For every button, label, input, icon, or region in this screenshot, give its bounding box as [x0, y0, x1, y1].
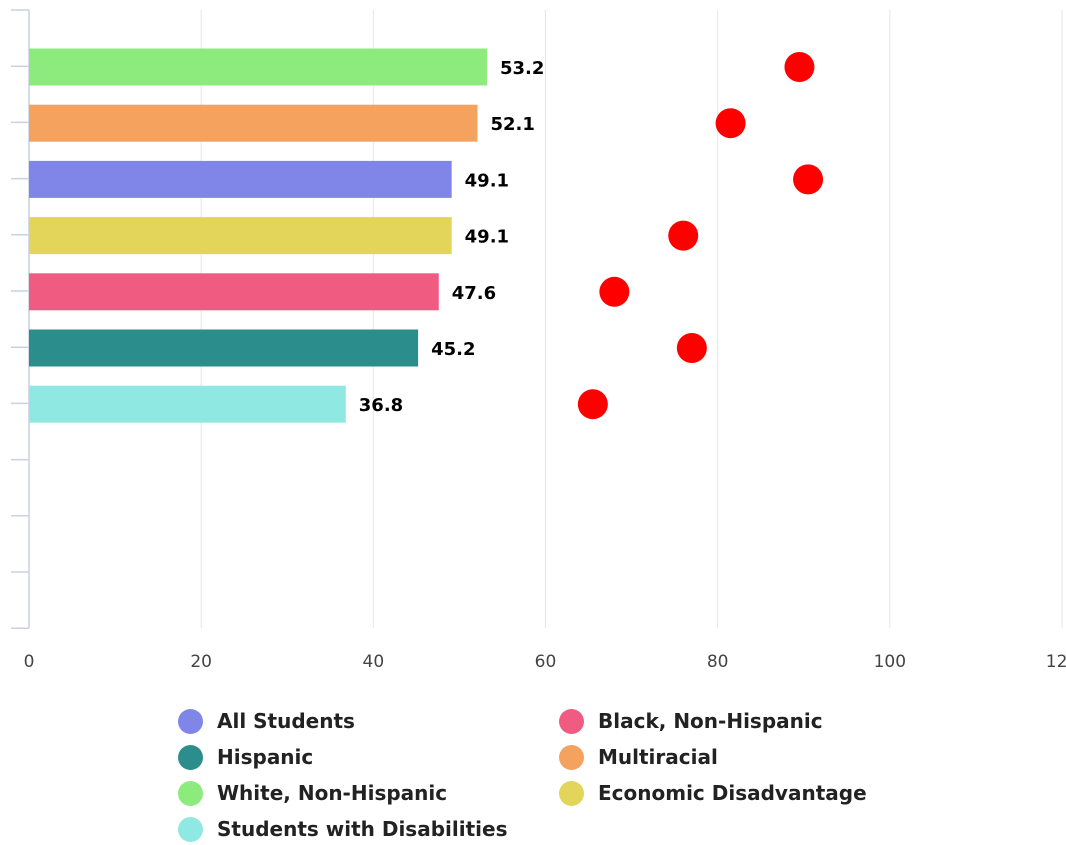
- bar: [29, 160, 452, 198]
- legend-label: Economic Disadvantage: [598, 781, 867, 805]
- bar-value-label: 52.1: [490, 114, 534, 135]
- x-tick-label: 100: [874, 652, 906, 672]
- legend-label: Black, Non-Hispanic: [598, 709, 823, 733]
- legend-item[interactable]: Hispanic: [178, 741, 559, 773]
- x-tick-label: 120: [1046, 652, 1066, 672]
- legend-swatch: [178, 780, 203, 806]
- x-tick-label: 80: [707, 652, 729, 672]
- bar-value-label: 49.1: [465, 170, 509, 191]
- x-tick-label: 40: [363, 652, 385, 672]
- legend-label: Multiracial: [598, 745, 718, 769]
- legend-swatch: [559, 744, 584, 770]
- legend-label: All Students: [217, 709, 355, 733]
- legend-item[interactable]: Economic Disadvantage: [559, 777, 938, 809]
- legend-item[interactable]: Black, Non-Hispanic: [559, 705, 938, 737]
- legend-label: White, Non-Hispanic: [217, 781, 448, 805]
- bar: [29, 273, 439, 311]
- legend-swatch: [559, 780, 584, 806]
- x-tick-label: 60: [535, 652, 557, 672]
- bar-series: 53.2 52.1 49.1 49.1 47.6 45.2 36.8: [29, 48, 544, 423]
- bar-value-label: 45.2: [431, 339, 475, 360]
- x-tick-label: 0: [24, 652, 35, 672]
- gridlines: [200, 10, 1063, 628]
- marker-point: [793, 164, 824, 195]
- x-axis-tick-labels: 0 20 40 60 80 100 120: [24, 652, 1066, 672]
- marker-series: [577, 52, 824, 420]
- marker-point: [676, 333, 707, 363]
- legend-swatch: [178, 708, 203, 734]
- legend-swatch: [178, 816, 203, 842]
- bar-value-label: 47.6: [452, 283, 496, 304]
- bar-value-label: 36.8: [359, 395, 403, 416]
- marker-point: [668, 220, 699, 251]
- legend-item[interactable]: White, Non-Hispanic: [178, 777, 559, 809]
- bar-chart: 53.2 52.1 49.1 49.1 47.6 45.2 36.8 0 20 40 60 80 10…: [11, 9, 1066, 672]
- marker-point: [577, 389, 608, 420]
- bar: [29, 217, 452, 255]
- legend-label: Students with Disabilities: [217, 817, 508, 841]
- bar: [29, 329, 419, 367]
- legend-swatch: [178, 744, 203, 770]
- marker-point: [784, 52, 815, 82]
- marker-point: [715, 108, 746, 139]
- bar-value-label: 49.1: [465, 227, 509, 248]
- bar: [29, 48, 487, 86]
- legend-swatch: [559, 708, 584, 734]
- bar: [29, 385, 346, 423]
- bar-value-label: 53.2: [500, 58, 544, 79]
- legend-label: Hispanic: [217, 745, 314, 769]
- legend-item[interactable]: Multiracial: [559, 741, 938, 773]
- legend: All Students Black, Non-Hispanic Hispanic M…: [178, 705, 938, 845]
- legend-item[interactable]: Students with Disabilities: [178, 813, 559, 845]
- x-tick-label: 20: [190, 652, 212, 672]
- axes: [11, 9, 30, 629]
- legend-item[interactable]: All Students: [178, 705, 559, 737]
- marker-point: [599, 276, 630, 307]
- bar: [29, 104, 478, 142]
